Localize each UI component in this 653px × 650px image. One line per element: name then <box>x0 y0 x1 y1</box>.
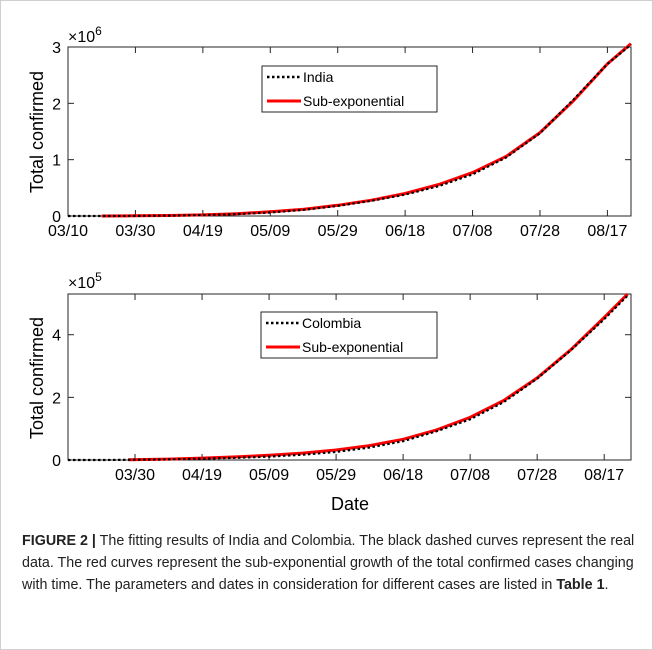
x-tick-label: 05/09 <box>250 223 290 240</box>
y-tick-label: 0 <box>52 453 61 470</box>
x-axis-label-colombia: Date <box>331 494 369 514</box>
x-tick-label: 07/08 <box>453 223 493 240</box>
legend-label-india-data: India <box>303 69 334 85</box>
y-tick-label: 2 <box>52 390 61 407</box>
x-tick-label: 04/19 <box>182 467 222 484</box>
series-line-fit <box>101 42 632 218</box>
figure-charts: 0 1 2 3 03/10 03/30 04/19 05/09 05/29 06/18 07/08… <box>27 24 632 514</box>
x-tick-label: 04/19 <box>183 223 223 240</box>
x-ticks-colombia: 03/30 04/19 05/09 05/29 06/18 07/08 07/28 08/17 <box>115 294 624 484</box>
chart-india: 0 1 2 3 03/10 03/30 04/19 05/09 05/29 06/18 07/08… <box>27 24 632 240</box>
caption-end: . <box>604 577 609 593</box>
legend-label-india-fit: Sub-exponential <box>303 93 404 109</box>
series-line-data <box>68 294 629 462</box>
x-tick-label: 03/10 <box>48 223 88 240</box>
legend-india: India Sub-exponential <box>261 65 438 113</box>
y-axis-label-india: Total confirmed <box>27 71 47 193</box>
y-tick-label: 0 <box>52 209 61 226</box>
series-line-data <box>68 43 632 218</box>
legend-colombia: Colombia Sub-exponential <box>260 311 438 359</box>
y-ticks-india: 0 1 2 3 <box>52 40 631 226</box>
x-tick-label: 08/17 <box>587 223 627 240</box>
x-tick-label: 08/17 <box>584 467 624 484</box>
x-tick-label: 03/30 <box>115 467 155 484</box>
y-tick-label: 4 <box>52 328 61 345</box>
caption-text: The fitting results of India and Colombi… <box>22 533 635 593</box>
x-tick-label: 07/08 <box>450 467 490 484</box>
legend-label-colombia-data: Colombia <box>302 315 361 331</box>
x-tick-label: 07/28 <box>520 223 560 240</box>
x-tick-label: 05/09 <box>249 467 289 484</box>
y-tick-label: 2 <box>52 96 61 113</box>
x-tick-label: 03/30 <box>115 223 155 240</box>
x-tick-label: 07/28 <box>517 467 557 484</box>
figure-caption: FIGURE 2 | The fitting results of India … <box>22 530 637 596</box>
y-exponent-india: ×106 <box>68 24 102 46</box>
x-tick-label: 05/29 <box>316 467 356 484</box>
x-tick-label: 05/29 <box>318 223 358 240</box>
y-tick-label: 1 <box>52 153 61 170</box>
y-axis-label-colombia: Total confirmed <box>27 317 47 439</box>
caption-table-ref: Table 1 <box>556 577 605 593</box>
y-exponent-colombia: ×105 <box>68 270 102 292</box>
caption-label: FIGURE 2 | <box>22 533 96 549</box>
x-tick-label: 06/18 <box>383 467 423 484</box>
legend-label-colombia-fit: Sub-exponential <box>302 339 403 355</box>
y-tick-label: 3 <box>52 40 61 57</box>
chart-colombia: 024 03/30 04/19 05/09 05/29 06/18 07/08 07/28 0… <box>27 270 632 514</box>
x-ticks-india: 03/10 03/30 04/19 05/09 05/29 06/18 07/08 07/28… <box>48 47 628 240</box>
x-tick-label: 06/18 <box>385 223 425 240</box>
